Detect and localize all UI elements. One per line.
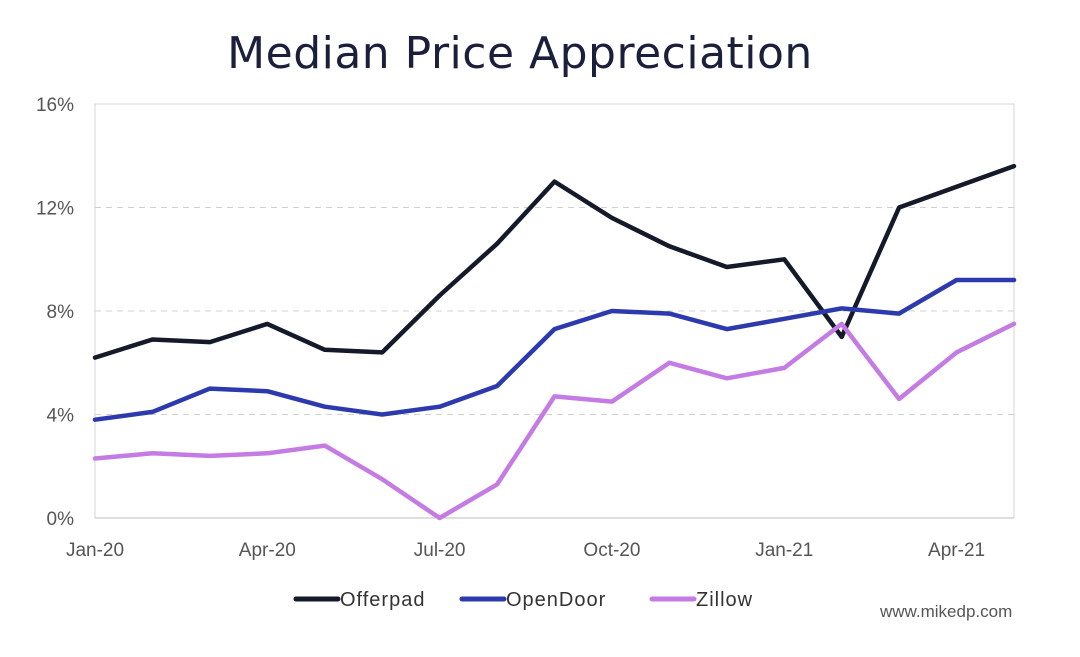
y-tick-label: 4% [47, 406, 75, 427]
watermark-text: www.mikedp.com [880, 602, 1013, 621]
x-tick-label: Oct-20 [583, 540, 640, 561]
x-tick-label: Jan-20 [66, 540, 124, 561]
legend-label-zillow: Zillow [696, 589, 753, 611]
x-tick-label: Apr-20 [239, 540, 296, 561]
x-tick-label: Jan-21 [755, 540, 813, 561]
y-tick-label: 8% [47, 302, 75, 323]
x-tick-label: Jul-20 [414, 540, 466, 561]
y-tick-label: 0% [47, 509, 75, 530]
series-line-zillow [92, 321, 1017, 521]
legend-label-opendoor: OpenDoor [506, 589, 606, 611]
x-tick-label: Apr-21 [928, 540, 985, 561]
y-tick-label: 12% [36, 199, 74, 220]
legend-label-offerpad: Offerpad [340, 589, 425, 611]
series-line-opendoor [92, 277, 1017, 422]
series-line-offerpad [92, 163, 1017, 360]
chart-title: Median Price Appreciation [227, 28, 813, 79]
y-tick-label: 16% [36, 95, 74, 116]
